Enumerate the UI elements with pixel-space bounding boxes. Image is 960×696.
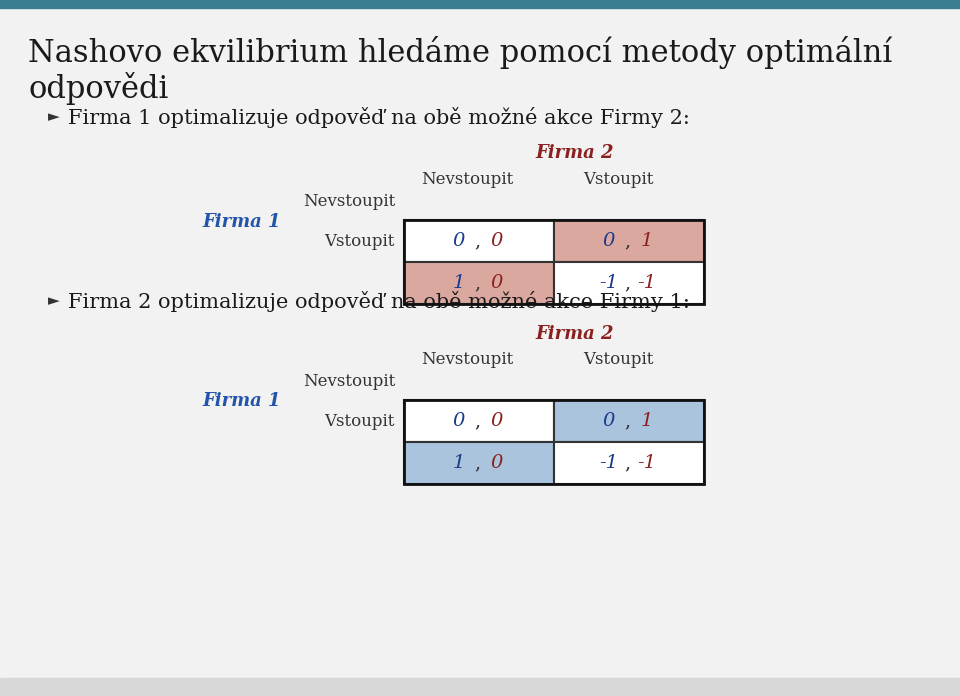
Text: -1: -1 xyxy=(637,454,657,472)
Text: 0: 0 xyxy=(491,274,503,292)
Text: Firma 1 optimalizuje odpověď na obě možné akce Firmy 2:: Firma 1 optimalizuje odpověď na obě možn… xyxy=(68,106,690,127)
Text: ,: , xyxy=(624,454,630,472)
Text: 0: 0 xyxy=(603,412,615,430)
Text: ,: , xyxy=(624,232,630,250)
Text: ◄▶: ◄▶ xyxy=(843,682,856,692)
Text: 1: 1 xyxy=(453,274,466,292)
Text: Firma 2: Firma 2 xyxy=(536,325,614,343)
Text: Vstoupit: Vstoupit xyxy=(583,171,653,189)
Text: Firma 2: Firma 2 xyxy=(536,144,614,162)
Bar xyxy=(404,220,704,304)
Text: ↺↻: ↺↻ xyxy=(903,682,917,692)
Text: 0: 0 xyxy=(453,412,466,430)
Text: ,: , xyxy=(624,274,630,292)
Text: Nashovo ekvilibrium hledáme pomocí metody optimální: Nashovo ekvilibrium hledáme pomocí metod… xyxy=(28,36,892,69)
Text: 0: 0 xyxy=(603,232,615,250)
Text: 1: 1 xyxy=(453,454,466,472)
Bar xyxy=(554,220,704,262)
Text: 0: 0 xyxy=(453,232,466,250)
Text: ◄■: ◄■ xyxy=(754,682,767,692)
Text: Firma 2 optimalizuje odpověď na obě možné akce Firmy 1:: Firma 2 optimalizuje odpověď na obě možn… xyxy=(68,290,690,312)
Text: 1: 1 xyxy=(641,412,653,430)
Text: -1: -1 xyxy=(637,274,657,292)
Bar xyxy=(0,0,960,8)
Text: ≡: ≡ xyxy=(876,682,883,692)
Text: Nevstoupit: Nevstoupit xyxy=(302,193,395,210)
Text: -1: -1 xyxy=(599,274,618,292)
Text: 0: 0 xyxy=(491,412,503,430)
Bar xyxy=(404,262,554,304)
Bar xyxy=(404,400,704,484)
Text: ►: ► xyxy=(48,294,60,308)
Bar xyxy=(0,678,960,696)
Text: Nevstoupit: Nevstoupit xyxy=(420,351,514,368)
Text: Vstoupit: Vstoupit xyxy=(324,232,395,249)
Bar xyxy=(404,220,554,262)
Text: -1: -1 xyxy=(599,454,618,472)
Text: odpovědi: odpovědi xyxy=(28,72,168,105)
Text: ◄▶: ◄▶ xyxy=(813,682,827,692)
Text: Vstoupit: Vstoupit xyxy=(324,413,395,431)
Text: 1: 1 xyxy=(641,232,653,250)
Text: Vstoupit: Vstoupit xyxy=(583,351,653,368)
Text: Firma 1: Firma 1 xyxy=(203,213,281,231)
Text: 0: 0 xyxy=(491,232,503,250)
Text: ,: , xyxy=(624,412,630,430)
Bar xyxy=(404,442,554,484)
Text: ◄■: ◄■ xyxy=(783,682,797,692)
Text: 0: 0 xyxy=(491,454,503,472)
Text: ,: , xyxy=(474,454,480,472)
Text: ,: , xyxy=(474,412,480,430)
Text: ,: , xyxy=(474,232,480,250)
Bar xyxy=(554,400,704,442)
Bar xyxy=(404,400,554,442)
Text: Nevstoupit: Nevstoupit xyxy=(420,171,514,189)
Bar xyxy=(554,442,704,484)
Text: ►: ► xyxy=(48,109,60,125)
Text: ,: , xyxy=(474,274,480,292)
Text: Nevstoupit: Nevstoupit xyxy=(302,374,395,390)
Text: Firma 1: Firma 1 xyxy=(203,392,281,410)
Bar xyxy=(554,262,704,304)
